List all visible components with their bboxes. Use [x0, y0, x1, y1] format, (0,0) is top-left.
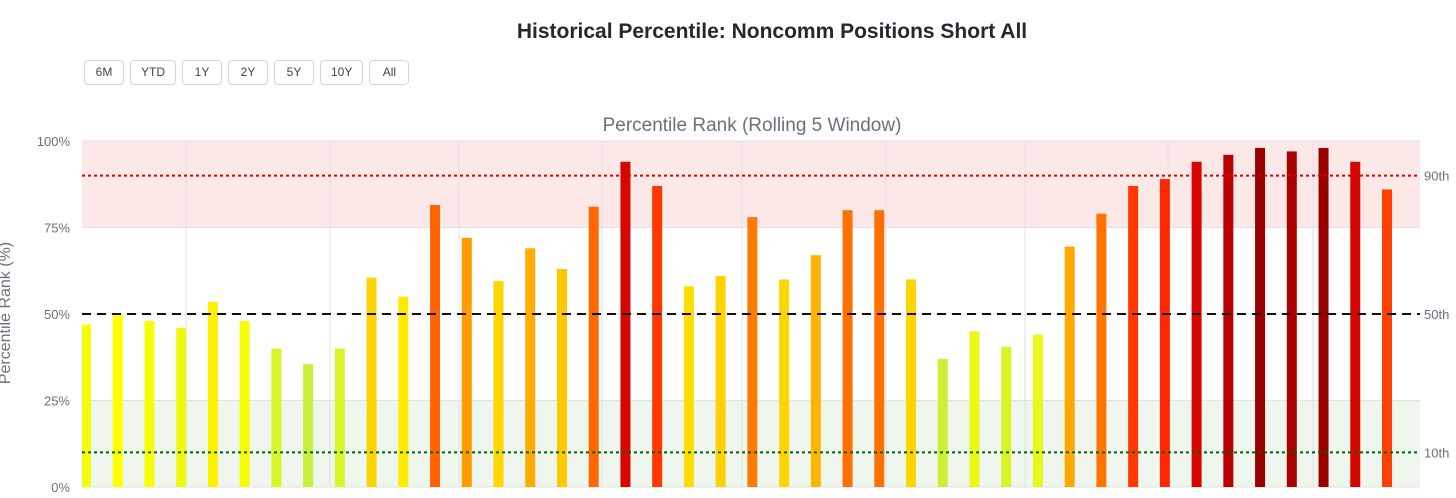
bar	[1318, 147, 1329, 488]
bar	[1128, 185, 1139, 488]
range-button-6m[interactable]: 6M	[84, 60, 124, 85]
range-selector: 6M YTD 1Y 2Y 5Y 10Y All	[84, 60, 410, 85]
range-button-5y[interactable]: 5Y	[274, 60, 314, 85]
bar	[207, 301, 218, 487]
y-tick-label: 50%	[44, 307, 70, 322]
bar	[239, 320, 250, 487]
bar	[1382, 189, 1392, 487]
band-0	[82, 141, 1420, 228]
bar	[461, 237, 472, 487]
bar	[652, 185, 663, 488]
bar	[334, 348, 345, 487]
y-tick-label: 100%	[37, 134, 71, 149]
bar	[1159, 179, 1170, 487]
y-tick-label: 75%	[44, 221, 70, 236]
threshold-label-10th: 10th	[1424, 445, 1449, 460]
bar	[1096, 213, 1107, 487]
range-button-2y[interactable]: 2Y	[228, 60, 268, 85]
range-button-10y[interactable]: 10Y	[320, 60, 364, 85]
bar	[874, 210, 885, 487]
threshold-label-50th: 50th	[1424, 307, 1449, 322]
bar	[1001, 346, 1012, 487]
bar	[715, 275, 726, 487]
bar	[810, 255, 821, 487]
bar-series	[82, 147, 1392, 488]
y-tick-label: 25%	[44, 394, 70, 409]
bar	[588, 206, 599, 488]
bar	[969, 331, 980, 487]
bar	[430, 205, 441, 487]
bar	[144, 320, 155, 487]
page-title: Historical Percentile: Noncomm Positions…	[516, 20, 1028, 43]
bar	[1191, 161, 1202, 487]
bar	[1223, 154, 1234, 487]
bar	[82, 324, 91, 487]
bar	[1350, 161, 1361, 487]
y-axis-label: Percentile Rank (%)	[0, 242, 14, 384]
bar	[271, 348, 282, 487]
bar	[525, 248, 536, 487]
threshold-lines: 90th 50th 10th	[82, 169, 1449, 460]
y-axis-ticks: 0% 25% 50% 75% 100%	[37, 134, 71, 495]
bar	[747, 217, 758, 487]
threshold-label-90th: 90th	[1424, 169, 1449, 184]
bar	[906, 279, 917, 487]
bar	[683, 286, 694, 487]
bar	[398, 296, 409, 487]
range-button-all[interactable]: All	[369, 60, 410, 85]
bar	[303, 364, 314, 487]
range-button-1y[interactable]: 1Y	[182, 60, 222, 85]
bar	[620, 161, 631, 487]
bar	[937, 358, 948, 487]
bar	[556, 269, 567, 487]
chart-title: Percentile Rank (Rolling 5 Window)	[603, 115, 902, 136]
bar	[1255, 147, 1266, 488]
bar	[1032, 334, 1043, 487]
bar	[112, 314, 123, 487]
bar	[842, 210, 853, 487]
bar	[366, 277, 377, 487]
bar	[1064, 246, 1075, 487]
y-tick-label: 0%	[51, 480, 70, 495]
bar	[493, 281, 504, 487]
bar	[779, 279, 790, 487]
bar	[176, 327, 187, 487]
range-button-ytd[interactable]: YTD	[130, 60, 176, 85]
bar	[1286, 151, 1297, 487]
